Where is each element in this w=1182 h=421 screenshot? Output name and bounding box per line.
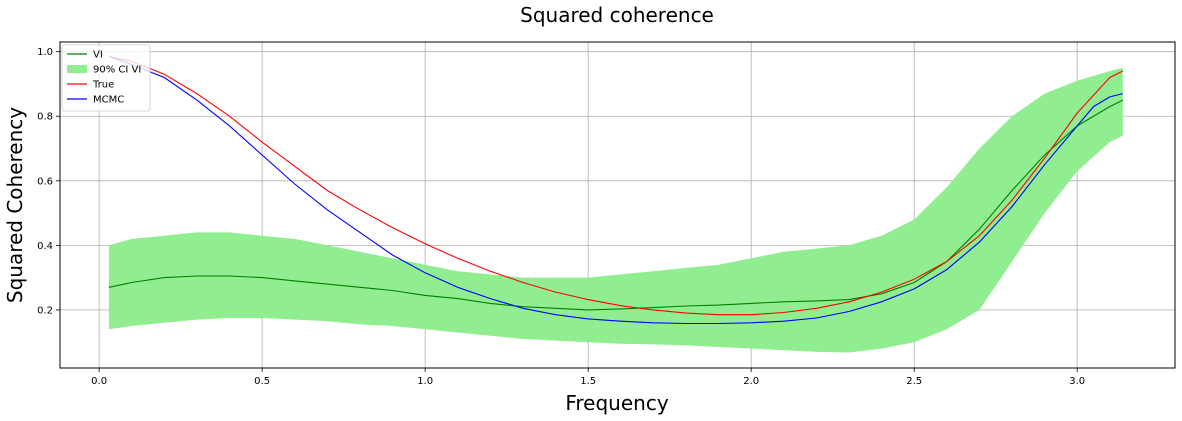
series-line-mcmc	[108, 55, 1123, 325]
plot-frame	[59, 41, 1176, 369]
legend: VI 90% CI VI True MCMC	[61, 44, 151, 112]
x-tick-label: 3.0	[1069, 376, 1085, 387]
series-line-true	[108, 55, 1124, 316]
y-tick-label: 0.6	[37, 176, 53, 187]
legend-label: MCMC	[93, 95, 124, 106]
legend-box	[61, 44, 151, 112]
legend-swatch	[67, 65, 87, 73]
chart-title: Squared coherence	[520, 3, 714, 27]
x-tick-label: 0.0	[91, 376, 107, 387]
y-axis-title: Squared Coherency	[3, 107, 27, 303]
x-tick-label: 1.0	[417, 376, 433, 387]
x-tick-label: 1.5	[580, 376, 596, 387]
legend-label: VI	[93, 50, 103, 61]
x-tick-label: 2.5	[906, 376, 922, 387]
x-tick-label: 0.5	[254, 376, 270, 387]
series-layer	[108, 55, 1124, 325]
x-tick-label: 2.0	[743, 376, 759, 387]
tick-layer: 0.0 0.5 1.0 1.5 2.0 2.5 3.0 0.2 0.4 0.6 0.8 1.0	[37, 47, 1085, 387]
series-line-vi	[108, 99, 1124, 311]
legend-label: 90% CI VI	[93, 65, 141, 76]
legend-label: True	[92, 80, 114, 91]
ci-band-area	[108, 67, 1123, 353]
y-tick-label: 0.4	[37, 241, 53, 252]
y-tick-label: 0.8	[37, 112, 53, 123]
x-axis-title: Frequency	[565, 391, 668, 415]
y-tick-label: 0.2	[37, 305, 53, 316]
ci-band-layer	[108, 67, 1123, 353]
y-tick-label: 1.0	[37, 47, 53, 58]
